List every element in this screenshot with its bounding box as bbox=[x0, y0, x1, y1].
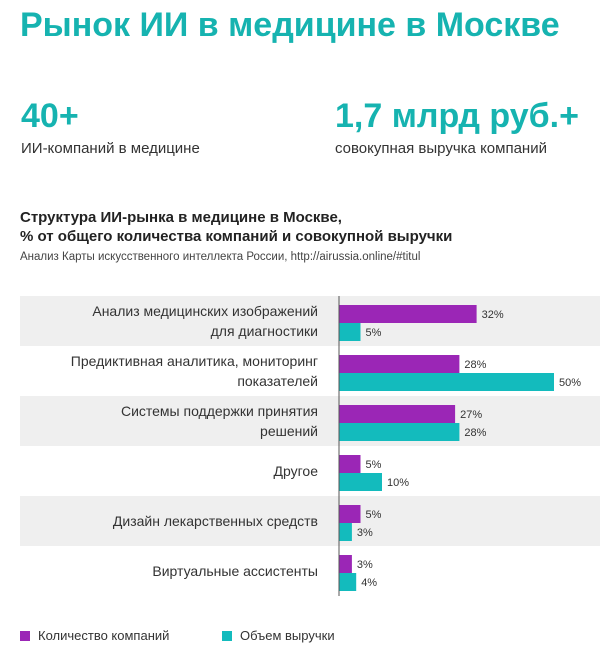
bar-companies-drug-design bbox=[339, 505, 361, 523]
category-label-predictive-analytics-line-1: Предиктивная аналитика, мониторинг bbox=[71, 353, 318, 369]
data-label-revenue-decision-support: 28% bbox=[464, 427, 486, 439]
category-label-other: Другое bbox=[274, 463, 319, 479]
stat-revenue-label: совокупная выручка компаний bbox=[335, 140, 547, 157]
chart-title-line-1: Структура ИИ-рынка в медицине в Москве, bbox=[20, 209, 342, 226]
data-label-revenue-other: 10% bbox=[387, 477, 409, 489]
legend-item-revenue: Объем выручки bbox=[222, 628, 335, 643]
stat-companies-label: ИИ-компаний в медицине bbox=[21, 140, 200, 157]
chart-source: Анализ Карты искусственного интеллекта Р… bbox=[20, 251, 421, 263]
category-label-drug-design: Дизайн лекарственных средств bbox=[113, 513, 318, 529]
data-label-companies-decision-support: 27% bbox=[460, 409, 482, 421]
data-label-revenue-predictive-analytics: 50% bbox=[559, 377, 581, 389]
row-background-drug-design bbox=[20, 496, 600, 546]
bar-revenue-medical-imaging bbox=[339, 323, 361, 341]
bar-revenue-predictive-analytics bbox=[339, 373, 554, 391]
bar-companies-medical-imaging bbox=[339, 305, 477, 323]
category-label-virtual-assistants: Виртуальные ассистенты bbox=[152, 563, 318, 579]
category-label-decision-support-line-2: решений bbox=[260, 423, 318, 439]
bar-revenue-other bbox=[339, 473, 382, 491]
row-background-medical-imaging bbox=[20, 296, 600, 346]
legend-swatch-companies bbox=[20, 630, 30, 641]
data-label-companies-virtual-assistants: 3% bbox=[357, 559, 373, 571]
bar-companies-predictive-analytics bbox=[339, 355, 460, 373]
legend-swatch-revenue bbox=[222, 630, 232, 641]
category-label-predictive-analytics-line-2: показателей bbox=[237, 373, 318, 389]
category-label-decision-support-line-1: Системы поддержки принятия bbox=[121, 403, 318, 419]
data-label-companies-predictive-analytics: 28% bbox=[464, 359, 486, 371]
bar-chart: Анализ медицинских изображений для диагно… bbox=[20, 296, 600, 596]
legend-label-revenue: Объем выручки bbox=[240, 628, 335, 643]
chart-title-line-2: % от общего количества компаний и совоку… bbox=[20, 228, 453, 245]
bar-companies-virtual-assistants bbox=[339, 555, 352, 573]
category-label-medical-imaging-line-2: для диагностики bbox=[211, 323, 318, 339]
bar-revenue-decision-support bbox=[339, 423, 460, 441]
data-label-revenue-drug-design: 3% bbox=[357, 527, 373, 539]
category-label-medical-imaging-line-1: Анализ медицинских изображений bbox=[92, 303, 318, 319]
bar-revenue-virtual-assistants bbox=[339, 573, 357, 591]
legend-label-companies: Количество компаний bbox=[38, 628, 170, 643]
bar-companies-other bbox=[339, 455, 361, 473]
stat-revenue-value: 1,7 млрд руб.+ bbox=[335, 97, 579, 135]
stat-revenue: 1,7 млрд руб.+ совокупная выручка компан… bbox=[335, 96, 579, 157]
stat-companies-value: 40+ bbox=[21, 97, 79, 135]
legend-item-companies: Количество компаний bbox=[20, 628, 169, 643]
row-background-decision-support bbox=[20, 396, 600, 446]
data-label-revenue-medical-imaging: 5% bbox=[366, 327, 382, 339]
data-label-companies-medical-imaging: 32% bbox=[482, 309, 504, 321]
chart-title: Структура ИИ-рынка в медицине в Москве, … bbox=[20, 208, 590, 246]
bar-revenue-drug-design bbox=[339, 523, 352, 541]
bar-companies-decision-support bbox=[339, 405, 456, 423]
data-label-revenue-virtual-assistants: 4% bbox=[361, 577, 377, 589]
stat-companies: 40+ ИИ-компаний в медицине bbox=[21, 96, 200, 157]
data-label-companies-drug-design: 5% bbox=[366, 509, 382, 521]
page-title: Рынок ИИ в медицине в Москве bbox=[20, 6, 560, 44]
data-label-companies-other: 5% bbox=[366, 459, 382, 471]
